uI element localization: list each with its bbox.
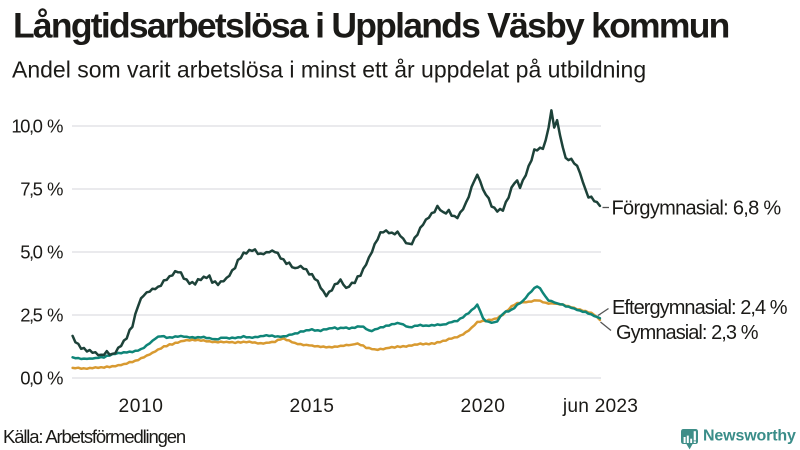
svg-text:Andel som varit arbetslösa i m: Andel som varit arbetslösa i minst ett å…: [12, 57, 646, 83]
svg-text:2,5 %: 2,5 %: [20, 305, 63, 326]
svg-text:Förgymnasial: 6,8 %: Förgymnasial: 6,8 %: [612, 198, 782, 220]
svg-text:10,0 %: 10,0 %: [11, 116, 63, 137]
svg-text:0,0 %: 0,0 %: [20, 368, 63, 389]
svg-text:Newsworthy: Newsworthy: [703, 428, 796, 445]
svg-text:Källa: Arbetsförmedlingen: Källa: Arbetsförmedlingen: [3, 426, 186, 447]
svg-text:Gymnasial: 2,3 %: Gymnasial: 2,3 %: [616, 322, 759, 344]
svg-text:jun 2023: jun 2023: [562, 396, 638, 417]
svg-text:2015: 2015: [290, 396, 335, 417]
svg-text:Eftergymnasial: 2,4 %: Eftergymnasial: 2,4 %: [612, 297, 788, 319]
svg-text:5,0 %: 5,0 %: [20, 242, 63, 263]
svg-text:2020: 2020: [461, 396, 506, 417]
svg-text:2010: 2010: [119, 396, 164, 417]
svg-text:7,5 %: 7,5 %: [20, 179, 63, 200]
svg-text:Långtidsarbetslösa i Upplands: Långtidsarbetslösa i Upplands Väsby komm…: [13, 6, 729, 46]
